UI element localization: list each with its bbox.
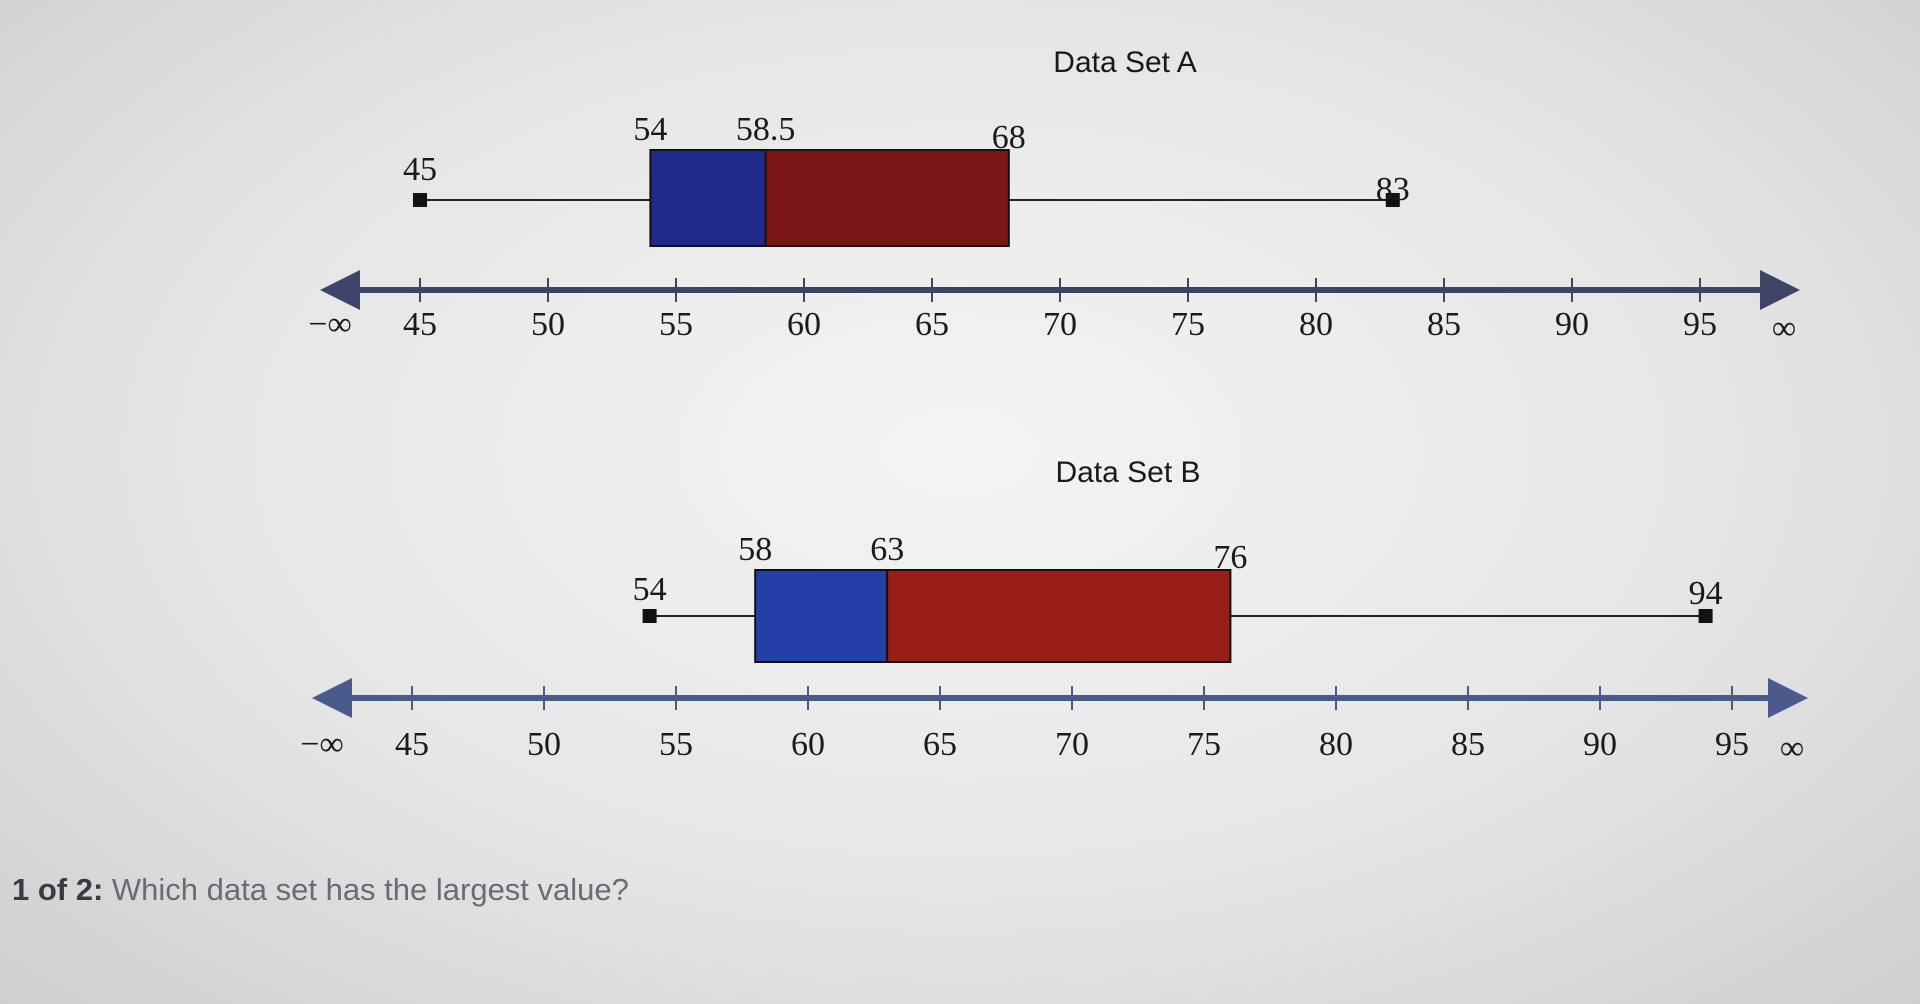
set-a-upper-box (764, 149, 1010, 247)
set-b-max-label: 94 (1689, 575, 1723, 612)
set-b-tick-label-60: 60 (791, 726, 825, 763)
set-b-min-label: 54 (633, 571, 667, 608)
set-a-tick-label-45: 45 (403, 306, 437, 343)
set-a-infinity-label: ∞ (1772, 310, 1796, 347)
set-b-tick-label-50: 50 (527, 726, 561, 763)
set-a-lower-box (649, 149, 767, 247)
set-a-tick-label-90: 90 (1555, 306, 1589, 343)
set-b-tick-label-45: 45 (395, 726, 429, 763)
set-b-axis-right-arrow (1768, 678, 1808, 718)
set-a-median-label: 58.5 (736, 111, 796, 148)
set-b-q3-label: 76 (1213, 539, 1247, 576)
set-b-tick-label-70: 70 (1055, 726, 1089, 763)
set-a-tick-label-95: 95 (1683, 306, 1717, 343)
set-a-tick-label-55: 55 (659, 306, 693, 343)
set-a-tick-label-70: 70 (1043, 306, 1077, 343)
set-b-min-marker (642, 609, 657, 623)
set-a-tick-label-65: 65 (915, 306, 949, 343)
set-b-tick-label-55: 55 (659, 726, 693, 763)
question-number: 1 of 2: (12, 872, 104, 907)
set-b-tick-label-95: 95 (1715, 726, 1749, 763)
set-a-axis-left-arrow (320, 270, 360, 310)
set-a-q3-label: 68 (992, 119, 1026, 156)
set-b-tick-label-90: 90 (1583, 726, 1617, 763)
set-b-title: Data Set B (1055, 456, 1200, 489)
set-b-tick-label-85: 85 (1451, 726, 1485, 763)
set-a-tick-label-75: 75 (1171, 306, 1205, 343)
set-a-tick-label-50: 50 (531, 306, 565, 343)
set-a-max-marker (1385, 193, 1400, 207)
set-a-tick-label-80: 80 (1299, 306, 1333, 343)
set-b-infinity-label: ∞ (1780, 730, 1804, 767)
set-b-upper-box (886, 569, 1232, 663)
set-b-lower-box (754, 569, 889, 663)
set-b-neg-infinity-label: −∞ (300, 726, 343, 763)
set-a-tick-label-60: 60 (787, 306, 821, 343)
set-a-neg-infinity-label: −∞ (308, 306, 351, 343)
set-a-q1-label: 54 (633, 111, 667, 148)
set-b-tick-label-75: 75 (1187, 726, 1221, 763)
question-text: Which data set has the largest value? (111, 872, 629, 907)
set-b-q1-label: 58 (738, 531, 772, 568)
set-b-max-marker (1698, 609, 1713, 623)
set-a-max-label: 83 (1376, 171, 1410, 208)
set-b-median-label: 63 (870, 531, 904, 568)
set-a-min-marker (413, 193, 427, 207)
set-a-min-label: 45 (403, 151, 437, 188)
set-a-tick-label-85: 85 (1427, 306, 1461, 343)
set-b-axis-left-arrow (312, 678, 352, 718)
question: 1 of 2: Which data set has the largest v… (12, 872, 629, 908)
set-a-title: Data Set A (1053, 46, 1196, 79)
set-a-axis-right-arrow (1760, 270, 1800, 310)
set-b-tick-label-65: 65 (923, 726, 957, 763)
set-b-tick-label-80: 80 (1319, 726, 1353, 763)
